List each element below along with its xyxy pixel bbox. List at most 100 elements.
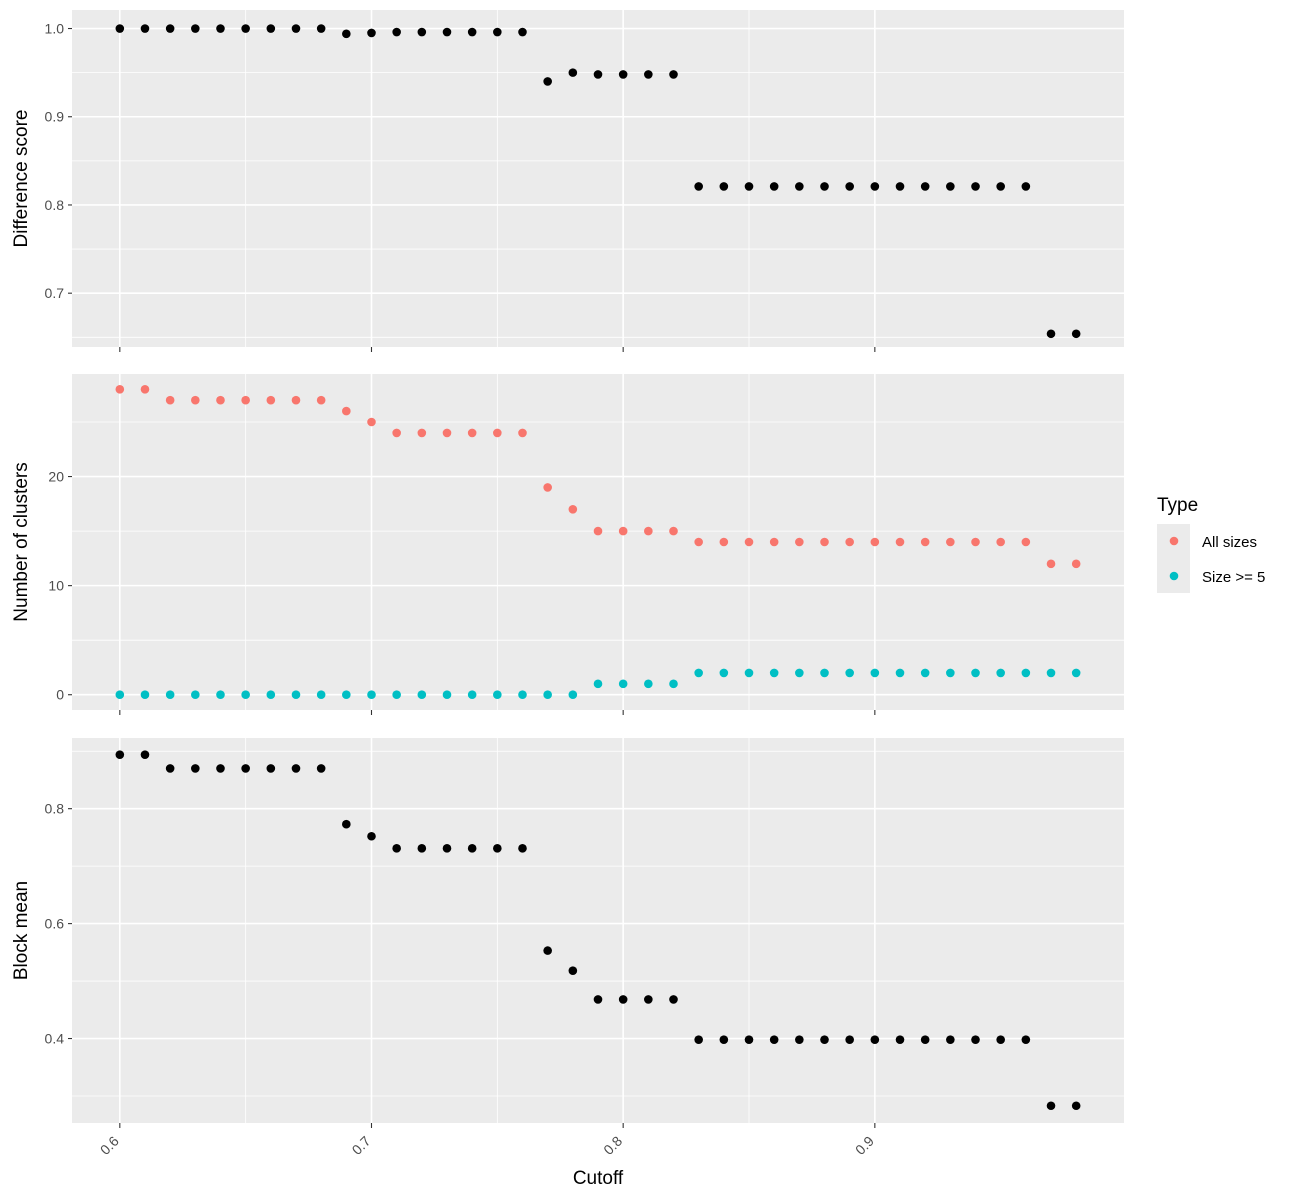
data-point xyxy=(140,384,150,394)
data-point xyxy=(518,844,527,853)
data-point xyxy=(845,668,854,678)
data-point xyxy=(493,27,502,37)
data-point xyxy=(266,764,276,773)
data-point xyxy=(115,690,125,700)
data-point xyxy=(442,27,452,37)
data-point xyxy=(644,679,653,689)
data-point xyxy=(644,70,653,79)
data-point xyxy=(342,29,351,39)
y-axis-title: Number of clusters xyxy=(11,462,32,621)
data-point xyxy=(115,24,125,33)
y-tick-label: 0.8 xyxy=(45,197,65,213)
data-point xyxy=(895,668,905,678)
data-point xyxy=(518,690,527,700)
data-point xyxy=(367,417,376,427)
legend-key-background xyxy=(1157,524,1190,593)
data-point xyxy=(518,428,527,438)
data-point xyxy=(795,1035,804,1044)
data-point xyxy=(895,537,905,547)
legend-entries: All sizes Size >= 5 xyxy=(1169,534,1265,586)
data-point xyxy=(1046,1101,1056,1111)
data-point xyxy=(593,70,603,79)
data-point xyxy=(996,668,1005,678)
data-point xyxy=(694,182,703,191)
data-point xyxy=(694,537,703,547)
data-point xyxy=(669,70,678,79)
data-point xyxy=(291,690,301,700)
data-point xyxy=(946,668,955,678)
data-point xyxy=(920,1035,930,1044)
data-point xyxy=(241,690,250,700)
data-point xyxy=(1046,329,1056,339)
data-point xyxy=(644,995,653,1004)
data-point xyxy=(593,995,603,1004)
data-point xyxy=(543,483,552,492)
data-point xyxy=(694,1035,703,1044)
data-point xyxy=(140,690,150,700)
data-point xyxy=(694,668,703,678)
data-point xyxy=(191,690,200,700)
data-point xyxy=(342,406,351,416)
data-point xyxy=(1046,559,1056,569)
data-point xyxy=(996,182,1005,191)
data-point xyxy=(593,526,603,536)
data-point xyxy=(1071,1101,1081,1111)
data-point xyxy=(241,764,250,773)
data-point xyxy=(241,24,250,33)
data-point xyxy=(744,182,754,191)
data-point xyxy=(769,537,779,547)
data-point xyxy=(769,668,779,678)
data-point xyxy=(493,690,502,700)
data-point xyxy=(568,690,578,700)
data-point xyxy=(795,537,804,547)
data-point xyxy=(618,679,628,689)
legend-key-point xyxy=(1169,571,1179,581)
y-tick-label: 20 xyxy=(48,469,64,485)
y-axis-title: Difference score xyxy=(11,110,32,248)
data-point xyxy=(895,182,905,191)
data-point xyxy=(870,182,880,191)
data-point xyxy=(996,1035,1005,1044)
y-tick-label: 0.9 xyxy=(45,109,65,125)
data-point xyxy=(392,428,401,438)
panel-background xyxy=(72,738,1124,1123)
data-point xyxy=(115,384,125,394)
data-point xyxy=(1071,559,1081,569)
legend-key-point xyxy=(1169,536,1179,546)
data-point xyxy=(920,182,930,191)
data-point xyxy=(1071,329,1081,339)
data-point xyxy=(870,668,880,678)
y-tick-label: 0 xyxy=(56,687,64,703)
data-point xyxy=(291,764,301,773)
data-point xyxy=(769,1035,779,1044)
data-point xyxy=(165,24,175,33)
data-point xyxy=(165,764,175,773)
data-point xyxy=(618,526,628,536)
data-point xyxy=(316,764,326,773)
data-point xyxy=(568,966,578,976)
data-point xyxy=(417,428,427,438)
data-point xyxy=(971,1035,980,1044)
data-point xyxy=(971,182,980,191)
data-point xyxy=(568,504,578,514)
y-tick-label: 0.6 xyxy=(45,916,65,932)
data-point xyxy=(493,428,502,438)
data-point xyxy=(316,690,326,700)
x-axis-title: Cutoff xyxy=(573,1168,624,1189)
data-point xyxy=(417,27,427,37)
data-point xyxy=(392,690,401,700)
data-point xyxy=(820,537,829,547)
data-point xyxy=(241,395,250,405)
data-point xyxy=(291,24,301,33)
panel-1: 0.7 0.8 0.9 1.0 Difference score xyxy=(11,10,1124,352)
data-point xyxy=(367,831,376,841)
data-point xyxy=(140,24,150,33)
data-point xyxy=(367,28,376,38)
data-point xyxy=(342,819,351,829)
legend-label: All sizes xyxy=(1202,534,1257,551)
data-point xyxy=(417,844,427,853)
data-point xyxy=(820,182,829,191)
data-point xyxy=(467,27,477,37)
data-point xyxy=(971,668,980,678)
